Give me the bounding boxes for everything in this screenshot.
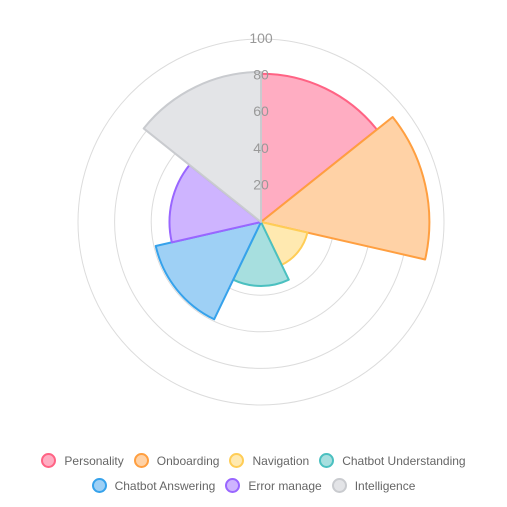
legend-swatch (91, 478, 107, 493)
legend-item-personality[interactable]: Personality (41, 453, 124, 468)
slice-onboarding (260, 116, 431, 261)
legend-item-onboarding[interactable]: Onboarding (133, 453, 220, 468)
legend-label: Personality (64, 453, 124, 468)
tick-label-80: 80 (253, 67, 269, 83)
legend-label: Onboarding (156, 453, 220, 468)
slice-intelligence (142, 70, 262, 223)
tick-label-40: 40 (253, 140, 269, 156)
tick-label-60: 60 (253, 103, 269, 119)
tick-labels: 20 40 60 80 100 (249, 30, 273, 192)
legend-swatch (331, 478, 347, 493)
legend-swatch (41, 453, 57, 468)
legend-item-intelligence[interactable]: Intelligence (331, 478, 416, 493)
legend-item-chatbot-understanding[interactable]: Chatbot Understanding (319, 453, 466, 468)
slice-error-manage (168, 163, 262, 244)
grid-ring-100 (77, 38, 445, 406)
legend-label: Navigation (252, 453, 310, 468)
legend-swatch (229, 453, 245, 468)
legend-swatch (319, 453, 335, 468)
legend-label: Chatbot Understanding (342, 453, 466, 468)
legend-label: Chatbot Answering (114, 478, 216, 493)
legend-label: Intelligence (354, 478, 416, 493)
tick-label-20: 20 (253, 176, 269, 192)
legend-item-navigation[interactable]: Navigation (229, 453, 309, 468)
tick-label-100: 100 (249, 30, 273, 46)
slice-chatbot-answering (154, 221, 262, 321)
chart-legend: Personality Onboarding Navigation Chatbot U… (0, 448, 507, 498)
legend-swatch (225, 478, 241, 493)
legend-swatch (133, 453, 149, 468)
legend-item-chatbot-answering[interactable]: Chatbot Answering (91, 478, 216, 493)
slice-chatbot-understanding (232, 221, 290, 287)
slice-personality (260, 72, 378, 223)
slices (142, 70, 431, 321)
legend-item-error-manage[interactable]: Error manage (225, 478, 322, 493)
legend-label: Error manage (248, 478, 322, 493)
